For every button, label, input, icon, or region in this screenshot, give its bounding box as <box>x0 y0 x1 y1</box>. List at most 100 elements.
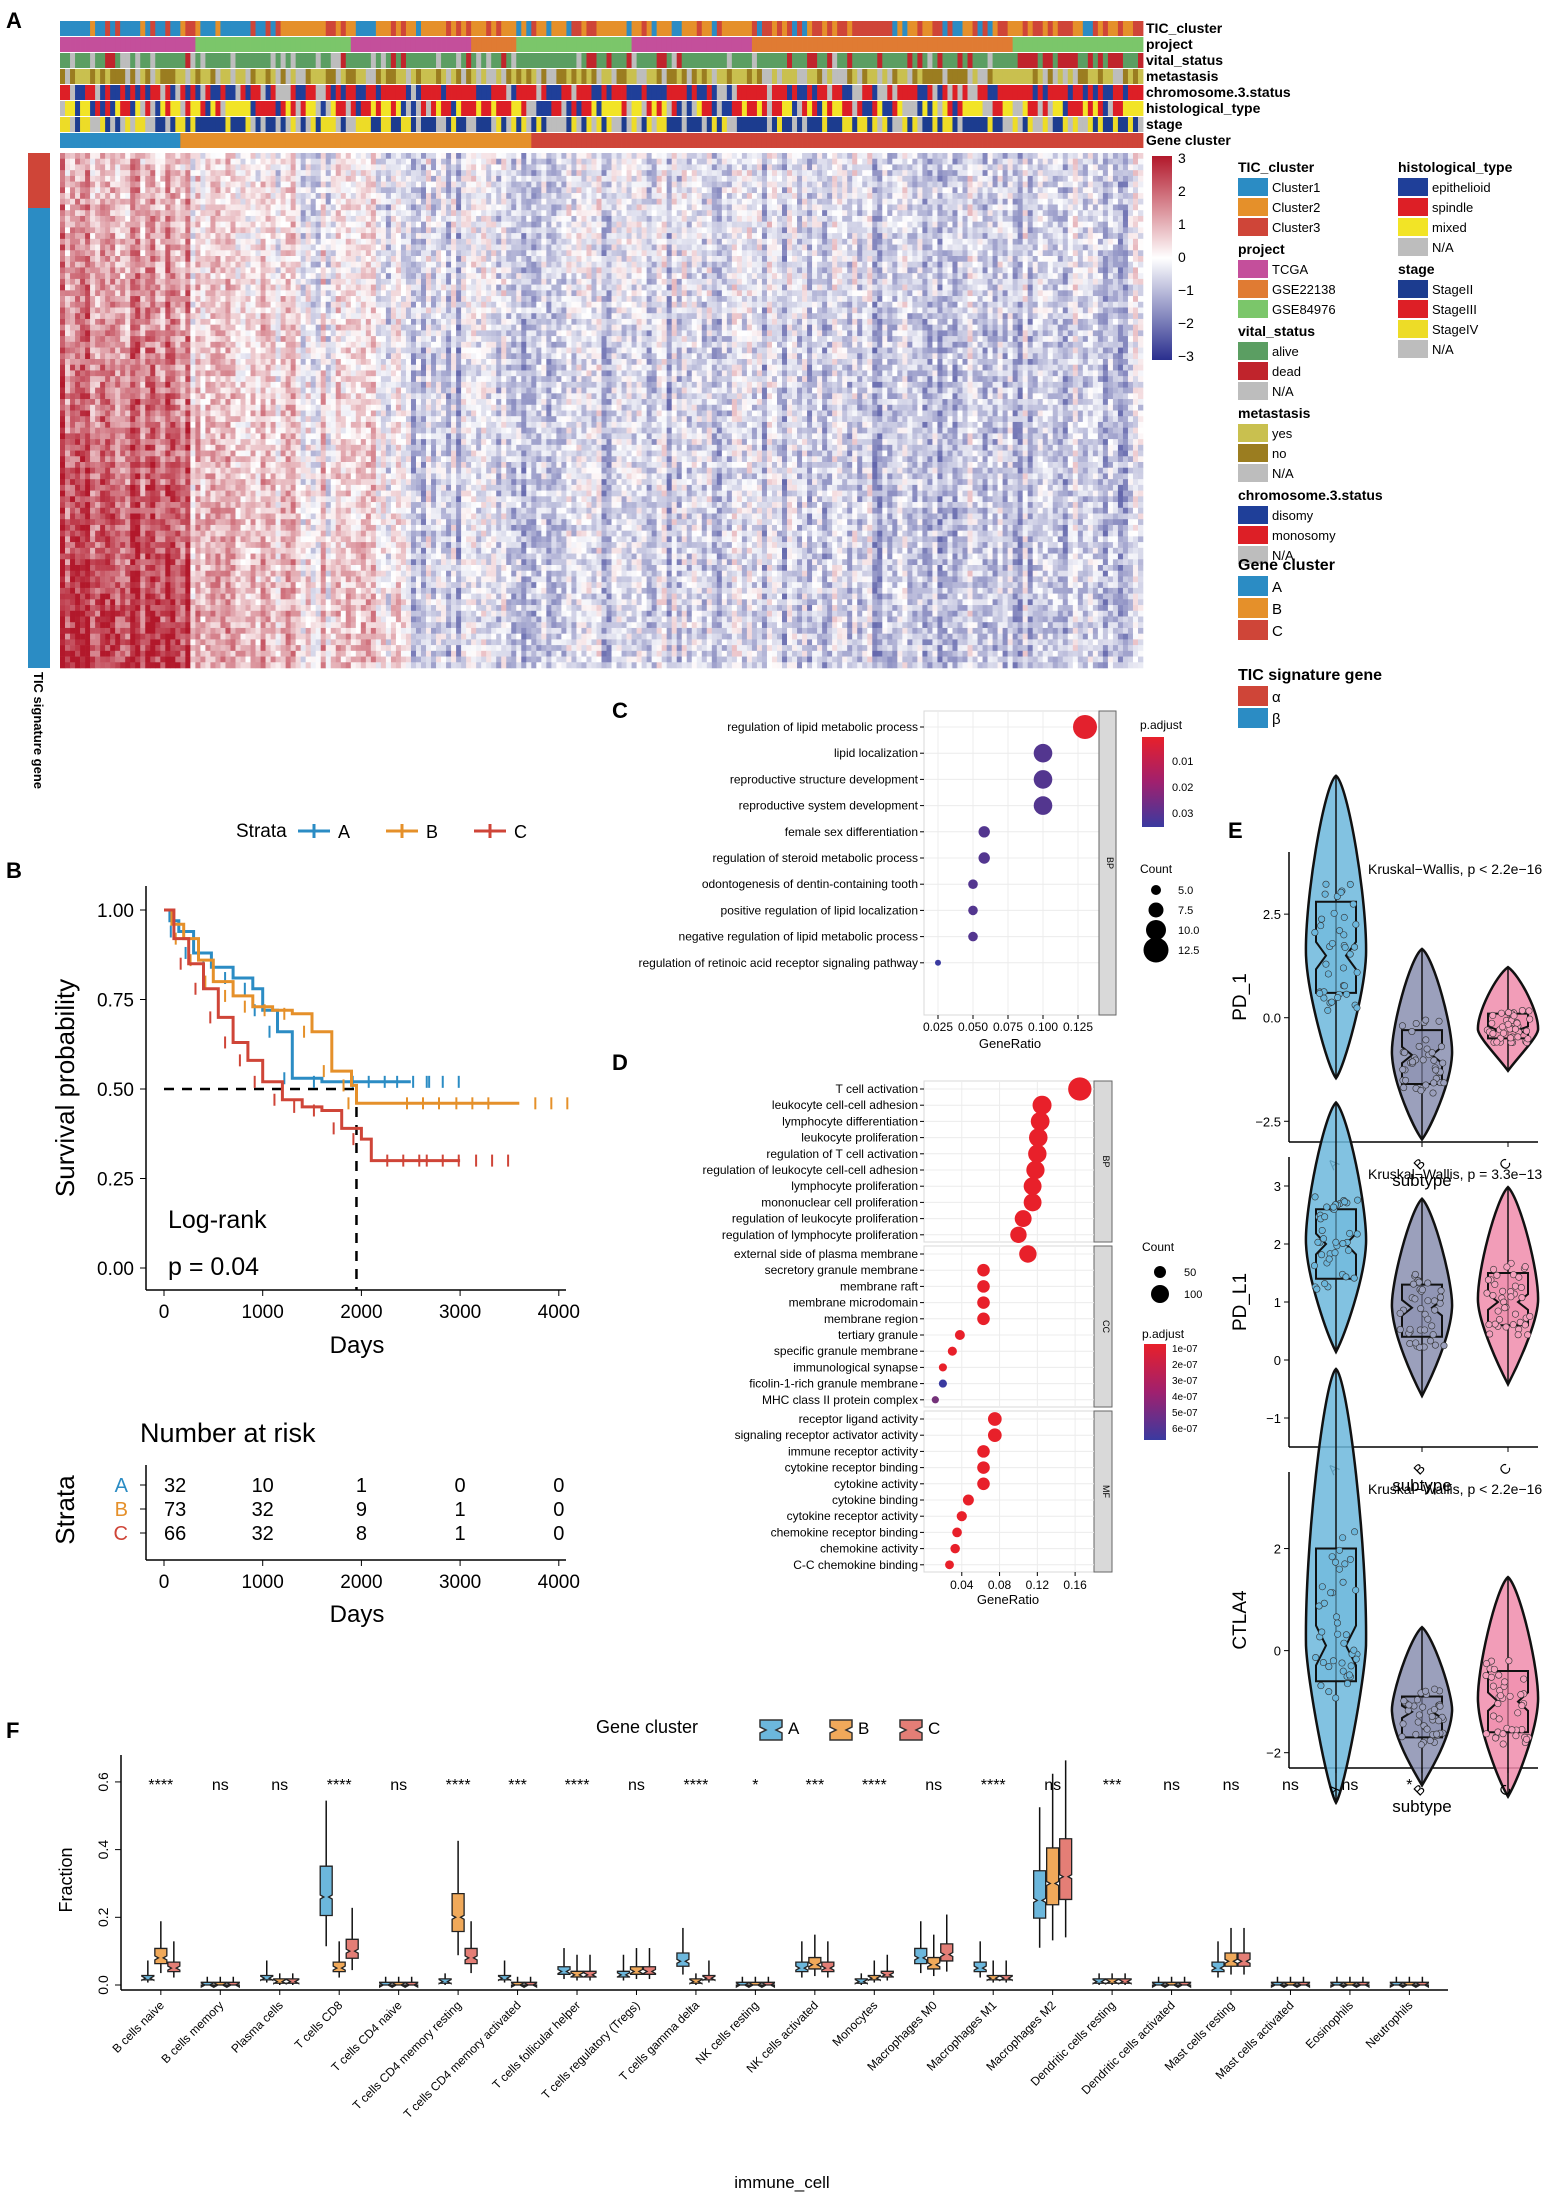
annotation-cell <box>636 133 643 148</box>
heat-cell <box>395 210 402 217</box>
heat-cell <box>1057 158 1064 165</box>
annotation-cell <box>370 53 377 68</box>
heat-cell <box>330 198 337 205</box>
annotation-cell <box>842 53 848 68</box>
annotation-cell <box>1057 133 1064 148</box>
heat-cell <box>300 227 306 234</box>
annotation-cell <box>631 133 637 148</box>
heat-cell <box>250 204 256 211</box>
heat-cell <box>1012 233 1018 240</box>
heat-cell <box>711 221 718 228</box>
heat-cell <box>827 233 833 240</box>
heat-cell <box>862 153 868 160</box>
annotation-cell <box>431 53 437 68</box>
heat-cell <box>370 164 377 171</box>
annotation-cell <box>325 21 332 36</box>
annotation-cell <box>937 53 943 68</box>
heat-cell <box>556 210 562 217</box>
heat-cell <box>641 221 647 228</box>
heat-cell <box>70 153 76 160</box>
annotation-cell <box>95 21 101 36</box>
heat-cell <box>415 233 422 240</box>
heat-cell <box>681 210 688 217</box>
heat-cell <box>516 187 522 194</box>
heat-cell <box>751 170 758 177</box>
heat-cell <box>917 193 923 200</box>
annotation-cell <box>691 69 698 84</box>
heat-cell <box>1097 170 1104 177</box>
annotation-cell <box>491 133 497 148</box>
annotation-cell <box>536 85 542 100</box>
heat-cell <box>506 215 512 222</box>
heat-cell <box>350 158 357 165</box>
heat-cell <box>1112 221 1119 228</box>
annotation-cell <box>661 101 668 116</box>
annotation-cell <box>300 85 307 100</box>
heat-cell <box>621 181 627 188</box>
heat-cell <box>1077 164 1084 171</box>
heat-cell <box>190 181 196 188</box>
heat-cell <box>726 170 733 177</box>
heat-cell <box>686 158 693 165</box>
heat-cell <box>1122 193 1129 200</box>
heat-cell <box>340 158 347 165</box>
heat-cell <box>145 204 151 211</box>
annotation-cell <box>536 101 542 116</box>
annotation-cell <box>736 101 743 116</box>
heat-cell <box>651 158 657 165</box>
heat-cell <box>947 210 953 217</box>
heat-cell <box>365 153 372 160</box>
heat-cell <box>1087 198 1094 205</box>
heat-cell <box>471 215 477 222</box>
heat-cell <box>857 158 863 165</box>
annotation-cell <box>1102 133 1109 148</box>
annotation-cell <box>827 21 833 36</box>
annotation-cell <box>1087 37 1094 52</box>
heat-cell <box>155 153 161 160</box>
heat-cell <box>917 215 923 222</box>
heat-cell <box>626 215 632 222</box>
annotation-cell <box>410 21 417 36</box>
heat-cell <box>776 170 783 177</box>
heat-cell <box>395 227 402 234</box>
annotation-cell <box>310 21 317 36</box>
annotation-cell <box>867 117 873 132</box>
annotation-cell <box>942 21 948 36</box>
annotation-cell <box>280 117 287 132</box>
annotation-cell <box>1067 37 1074 52</box>
heat-cell <box>631 164 637 171</box>
annotation-cell <box>205 69 211 84</box>
annotation-cell <box>150 101 156 116</box>
annotation-cell <box>571 53 577 68</box>
heat-cell <box>1112 215 1119 222</box>
heat-cell <box>1017 153 1023 160</box>
annotation-cell <box>867 85 873 100</box>
heat-cell <box>1112 158 1119 165</box>
annotation-cell <box>390 85 397 100</box>
heat-cell <box>466 158 472 165</box>
annotation-cell <box>345 85 352 100</box>
heat-cell <box>676 227 683 234</box>
annotation-cell <box>506 69 512 84</box>
annotation-cell <box>1057 117 1064 132</box>
heat-cell <box>345 210 352 217</box>
heat-cell <box>245 198 251 205</box>
heat-cell <box>340 175 347 182</box>
annotation-cell <box>360 101 367 116</box>
heat-cell <box>130 158 136 165</box>
annotation-cell <box>611 21 617 36</box>
heat-cell <box>260 227 266 234</box>
heat-cell <box>441 215 447 222</box>
heat-cell <box>681 164 688 171</box>
heat-cell <box>75 175 81 182</box>
heat-cell <box>446 164 452 171</box>
heat-cell <box>240 193 246 200</box>
heat-cell <box>591 227 597 234</box>
heat-cell <box>1102 221 1109 228</box>
annotation-cell <box>817 85 823 100</box>
heat-cell <box>812 175 818 182</box>
heat-cell <box>721 198 728 205</box>
heat-cell <box>205 210 211 217</box>
annotation-cell <box>315 85 322 100</box>
heat-cell <box>691 187 698 194</box>
